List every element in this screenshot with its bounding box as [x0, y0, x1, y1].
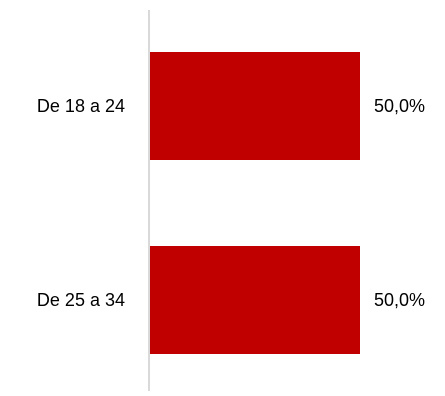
bar-2	[150, 246, 360, 354]
value-label-1: 50,0%	[374, 96, 425, 116]
value-label-2: 50,0%	[374, 290, 425, 310]
category-label-2: De 25 a 34	[37, 290, 125, 310]
category-label-1: De 18 a 24	[37, 96, 125, 116]
bars-layer	[150, 52, 360, 354]
bar-1	[150, 52, 360, 160]
